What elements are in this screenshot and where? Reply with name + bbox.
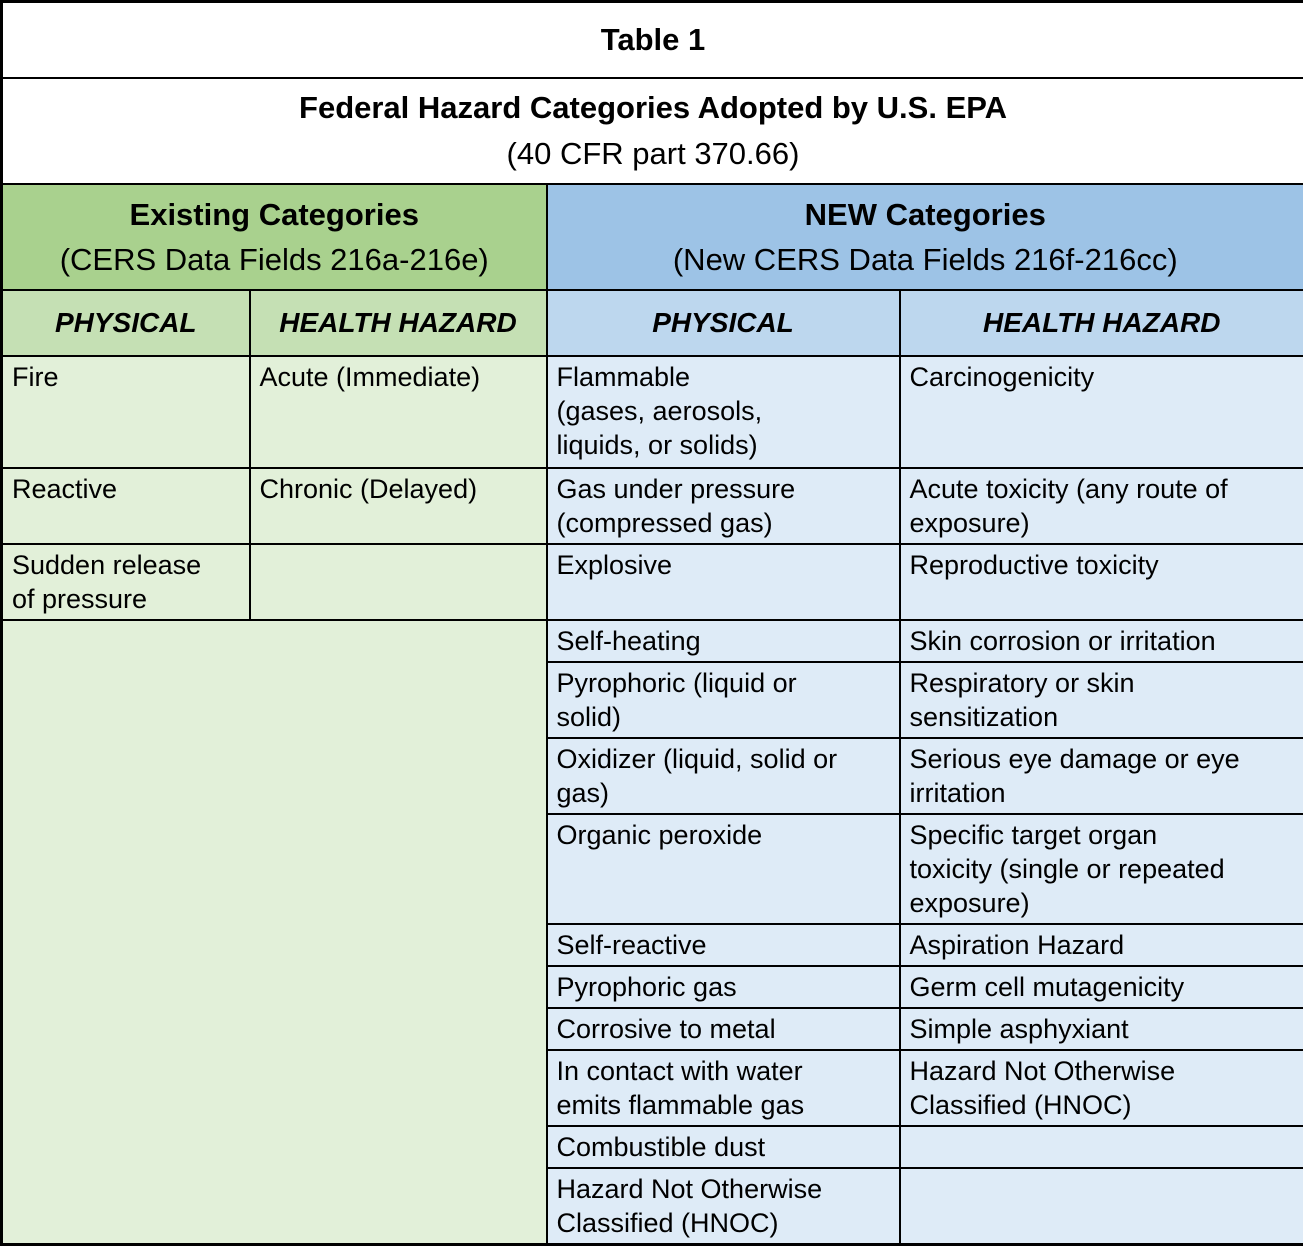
new-physical-cell: Hazard Not Otherwise Classified (HNOC) bbox=[547, 1168, 900, 1245]
new-health-cell: Germ cell mutagenicity bbox=[900, 966, 1303, 1008]
new-physical-cell: Self-heating bbox=[547, 620, 900, 662]
section-header-row: Existing Categories (CERS Data Fields 21… bbox=[2, 184, 1303, 290]
new-physical-cell: Corrosive to metal bbox=[547, 1008, 900, 1050]
table-heading-cell: Federal Hazard Categories Adopted by U.S… bbox=[2, 78, 1303, 184]
new-health-cell: Serious eye damage or eye irritation bbox=[900, 738, 1303, 814]
existing-health-cell: Acute (Immediate) bbox=[250, 356, 547, 468]
new-categories-title: NEW Categories bbox=[549, 192, 1303, 237]
new-categories-header: NEW Categories (New CERS Data Fields 216… bbox=[547, 184, 1303, 290]
table-heading-row: Federal Hazard Categories Adopted by U.S… bbox=[2, 78, 1303, 184]
existing-categories-subtitle: (CERS Data Fields 216a-216e) bbox=[4, 237, 545, 282]
new-health-cell: Acute toxicity (any route of exposure) bbox=[900, 468, 1303, 544]
table-title-cell: Table 1 bbox=[2, 2, 1303, 79]
existing-health-cell bbox=[250, 544, 547, 620]
new-health-cell: Specific target organ toxicity (single o… bbox=[900, 814, 1303, 924]
new-physical-cell: Oxidizer (liquid, solid or gas) bbox=[547, 738, 900, 814]
new-physical-cell: Gas under pressure (compressed gas) bbox=[547, 468, 900, 544]
new-health-cell bbox=[900, 1168, 1303, 1245]
table-heading: Federal Hazard Categories Adopted by U.S… bbox=[4, 85, 1302, 131]
existing-health-column-header: HEALTH HAZARD bbox=[250, 290, 547, 356]
new-physical-cell: Organic peroxide bbox=[547, 814, 900, 924]
new-health-cell: Simple asphyxiant bbox=[900, 1008, 1303, 1050]
existing-physical-cell: Fire bbox=[2, 356, 250, 468]
new-health-cell: Aspiration Hazard bbox=[900, 924, 1303, 966]
existing-physical-cell: Sudden release of pressure bbox=[2, 544, 250, 620]
new-physical-cell: In contact with water emits flammable ga… bbox=[547, 1050, 900, 1126]
new-health-cell bbox=[900, 1126, 1303, 1168]
new-health-cell: Reproductive toxicity bbox=[900, 544, 1303, 620]
table-row: Sudden release of pressure Explosive Rep… bbox=[2, 544, 1303, 620]
existing-empty-area bbox=[2, 620, 547, 1245]
new-physical-cell: Pyrophoric gas bbox=[547, 966, 900, 1008]
new-health-cell: Skin corrosion or irritation bbox=[900, 620, 1303, 662]
existing-health-cell: Chronic (Delayed) bbox=[250, 468, 547, 544]
new-health-column-header: HEALTH HAZARD bbox=[900, 290, 1303, 356]
column-header-row: PHYSICAL HEALTH HAZARD PHYSICAL HEALTH H… bbox=[2, 290, 1303, 356]
existing-categories-header: Existing Categories (CERS Data Fields 21… bbox=[2, 184, 547, 290]
new-physical-cell: Combustible dust bbox=[547, 1126, 900, 1168]
new-health-cell: Respiratory or skin sensitization bbox=[900, 662, 1303, 738]
table-row: Reactive Chronic (Delayed) Gas under pre… bbox=[2, 468, 1303, 544]
new-physical-column-header: PHYSICAL bbox=[547, 290, 900, 356]
new-categories-subtitle: (New CERS Data Fields 216f-216cc) bbox=[549, 237, 1303, 282]
existing-physical-column-header: PHYSICAL bbox=[2, 290, 250, 356]
new-physical-cell: Explosive bbox=[547, 544, 900, 620]
table-title-row: Table 1 bbox=[2, 2, 1303, 79]
table-row: Self-heating Skin corrosion or irritatio… bbox=[2, 620, 1303, 662]
existing-physical-cell: Reactive bbox=[2, 468, 250, 544]
new-physical-cell: Flammable (gases, aerosols, liquids, or … bbox=[547, 356, 900, 468]
existing-categories-title: Existing Categories bbox=[4, 192, 545, 237]
new-physical-cell: Pyrophoric (liquid or solid) bbox=[547, 662, 900, 738]
new-health-cell: Hazard Not Otherwise Classified (HNOC) bbox=[900, 1050, 1303, 1126]
table-row: Fire Acute (Immediate) Flammable (gases,… bbox=[2, 356, 1303, 468]
table-title: Table 1 bbox=[4, 22, 1302, 58]
new-physical-cell: Self-reactive bbox=[547, 924, 900, 966]
table-heading-citation: (40 CFR part 370.66) bbox=[4, 131, 1302, 177]
new-health-cell: Carcinogenicity bbox=[900, 356, 1303, 468]
